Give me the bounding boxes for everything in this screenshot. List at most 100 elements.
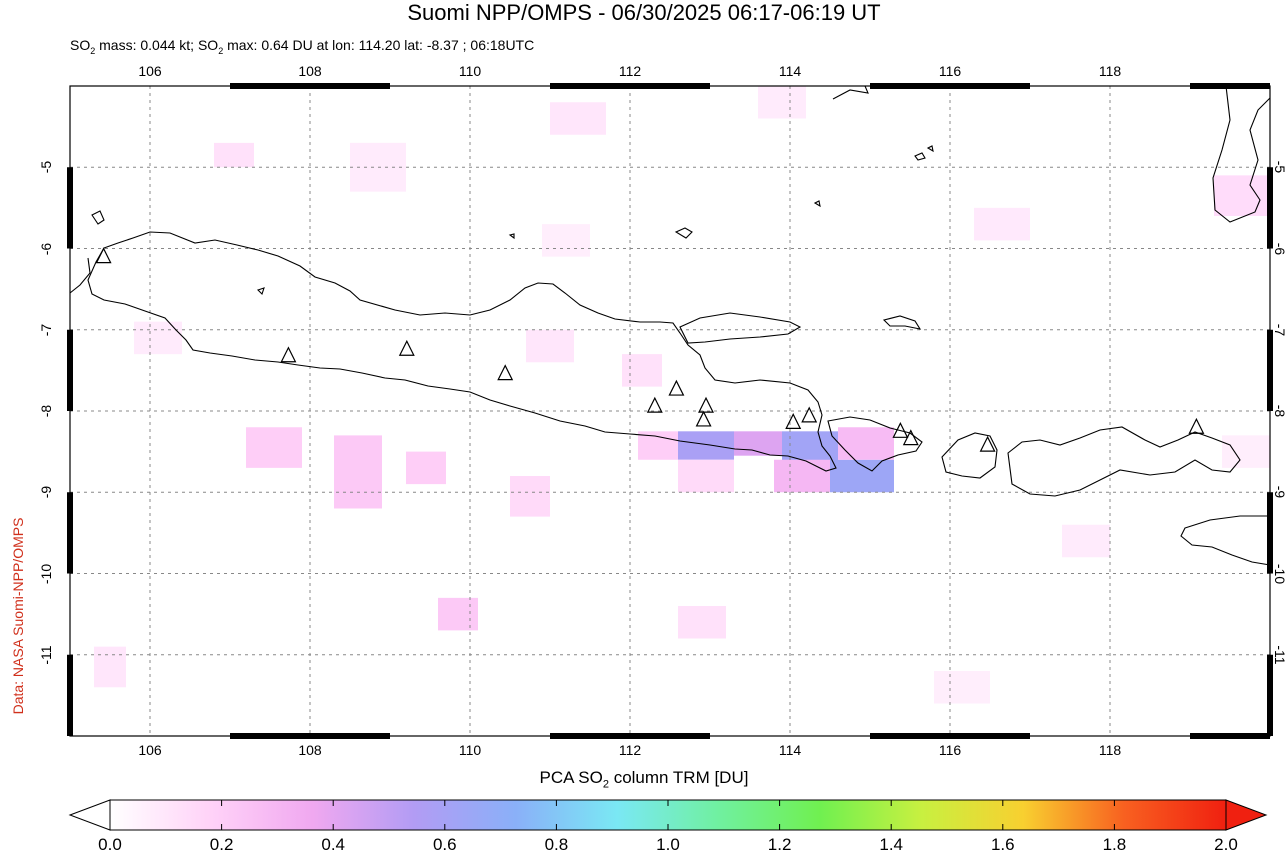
so2-cell: [838, 427, 894, 460]
triangle-icon: [979, 435, 996, 452]
frame-bar-right: [1267, 492, 1273, 574]
frame-bar-left: [67, 167, 73, 249]
lombok-coastline: [941, 432, 998, 479]
volcano-layer: [95, 247, 1205, 452]
triangle-icon: [95, 247, 112, 264]
triangle-icon: [280, 346, 297, 363]
bawean-coastline: [674, 227, 693, 239]
so2-cell: [678, 431, 734, 460]
small-island-4: [508, 233, 515, 240]
sumbawa-coastline: [1007, 426, 1241, 497]
map-background: [70, 86, 1270, 736]
frame-bar-top: [870, 83, 1030, 89]
lon-tick-label-top: 118: [1098, 63, 1122, 79]
colorbar-label: 1.6: [990, 835, 1015, 854]
so2-cell: [94, 646, 126, 688]
lon-tick-label-top: 112: [618, 63, 642, 79]
colorbar-label: 2.0: [1214, 835, 1238, 854]
triangle-icon: [695, 410, 712, 427]
frame-bar-bottom: [230, 733, 390, 739]
so2-cell: [406, 451, 446, 485]
frame-bar-bottom: [1190, 733, 1270, 739]
colorbar-max-arrow: [1225, 799, 1268, 831]
sumba-coastline: [1180, 515, 1271, 566]
triangle-icon: [698, 396, 714, 413]
triangle-icon: [646, 396, 663, 413]
sumatra-coastline: [69, 257, 91, 294]
lon-tick-label-top: 108: [298, 63, 322, 79]
subtitle-mass-subscript: 2: [90, 45, 96, 56]
triangle-icon: [801, 406, 818, 423]
bali-coastline: [827, 416, 923, 472]
so2-cell: [782, 431, 838, 464]
lon-tick-label-top: 106: [138, 63, 162, 79]
lon-tick-label-top: 110: [458, 63, 482, 79]
colorbar-label: 0.2: [209, 835, 234, 854]
lon-tick-label-top: 114: [778, 63, 802, 79]
frame-bar-left: [67, 492, 73, 574]
sulawesi-coastline: [1212, 85, 1271, 223]
lon-tick-label-bottom: 114: [778, 742, 802, 758]
java-coastline: [87, 231, 837, 472]
colorbar-title-suffix: column TRM [DU]: [608, 768, 749, 787]
so2-cell: [246, 427, 302, 468]
colorbar-title-prefix: PCA SO: [539, 768, 603, 787]
so2-cell: [214, 142, 254, 168]
small-island-1: [914, 152, 926, 161]
colorbar-ticks: [109, 800, 1227, 830]
graticule: [70, 86, 1270, 736]
so2-cell: [1222, 435, 1270, 468]
colorbar-label: 0.6: [432, 835, 457, 854]
colorbar-label: 1.4: [879, 835, 904, 854]
triangle-icon: [902, 429, 919, 446]
frame-bar-top: [550, 83, 710, 89]
so2-cell: [1214, 175, 1270, 216]
frame-bar-left: [67, 329, 73, 411]
page-title: Suomi NPP/OMPS - 06/30/2025 06:17-06:19 …: [407, 0, 881, 25]
triangle-icon: [1188, 417, 1205, 434]
lon-tick-label-bottom: 112: [618, 742, 642, 758]
borneo-coastline: [832, 85, 869, 100]
subtitle: SO2 mass: 0.044 kt; SO2 max: 0.64 DU at …: [70, 36, 534, 60]
colorbar-title-subscript: 2: [602, 778, 609, 791]
so2-cell: [974, 207, 1030, 241]
colorbar-label: 0.8: [544, 835, 569, 854]
frame-bar-right: [1267, 329, 1273, 411]
triangle-icon: [668, 379, 685, 396]
lon-tick-label-bottom: 116: [938, 742, 962, 758]
lon-tick-label-bottom: 106: [138, 742, 162, 758]
lon-tick-label-bottom: 118: [1098, 742, 1122, 758]
so2-cell: [678, 459, 734, 493]
so2-cell: [542, 224, 590, 257]
subtitle-max-subscript: 2: [218, 45, 224, 56]
frame-bar-left: [67, 654, 73, 736]
lon-tick-label-bottom: 108: [298, 742, 322, 758]
so2-layer: [94, 86, 1270, 704]
so2-cell: [334, 435, 382, 509]
small-island-6: [91, 210, 105, 225]
coastline-layer: [69, 85, 1271, 566]
colorbar-label: 1.0: [656, 835, 680, 854]
triangle-icon: [785, 413, 802, 429]
so2-cell: [550, 102, 606, 135]
colorbar-min-arrow: [68, 799, 111, 831]
map-frame: [67, 83, 1273, 739]
so2-cell: [510, 476, 550, 517]
subtitle-max-text: max: 0.64 DU at lon: 114.20 lat: -8.37 ;…: [223, 37, 535, 53]
so2-cell: [758, 86, 806, 119]
colorbar-label: 1.8: [1102, 835, 1127, 854]
triangle-icon: [398, 339, 415, 356]
so2-cell: [526, 329, 574, 363]
frame-bar-bottom: [870, 733, 1030, 739]
so2-cell: [774, 459, 830, 493]
colorbar-label: 1.2: [767, 835, 792, 854]
so2-cell: [678, 606, 726, 639]
subtitle-mass-prefix: SO: [70, 37, 91, 53]
frame-bar-right: [1267, 654, 1273, 736]
colorbar-label: 0.4: [321, 835, 346, 854]
so2-cell: [438, 597, 478, 631]
triangle-icon: [497, 364, 514, 381]
subtitle-mass-text: mass: 0.044 kt; SO: [95, 37, 219, 53]
small-island-5: [256, 287, 265, 296]
